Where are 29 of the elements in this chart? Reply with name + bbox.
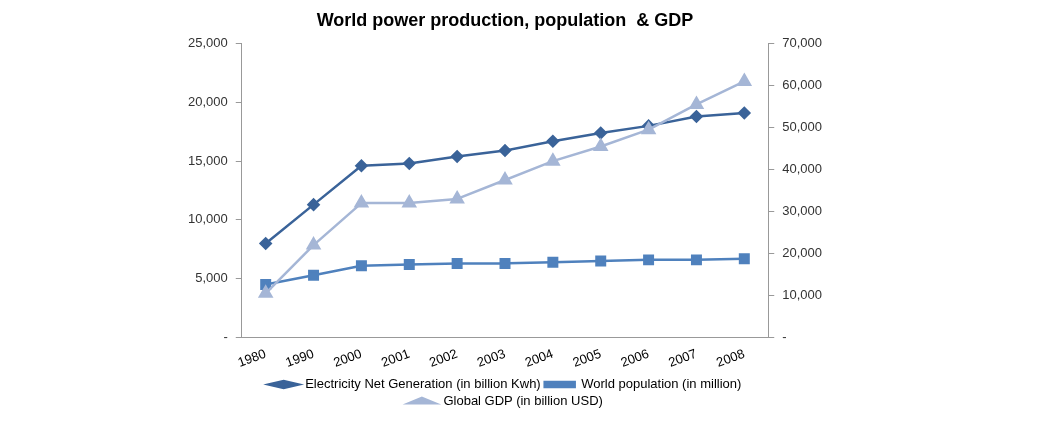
y2-tick-label: 50,000 xyxy=(782,119,822,135)
legend-label: World population (in million) xyxy=(581,376,742,392)
legend-label: Electricity Net Generation (in billion Kwh) xyxy=(305,376,541,392)
y-tick-label: 20,000 xyxy=(188,93,228,109)
y-tick-label: 15,000 xyxy=(188,152,228,168)
y2-tick-label: 40,000 xyxy=(782,161,822,177)
y-tick-label: 25,000 xyxy=(188,35,228,51)
y2-tick-label: - xyxy=(782,329,787,345)
x-tick-label: 2002 xyxy=(427,345,460,370)
x-tick-label: 2005 xyxy=(570,345,603,370)
x-tick-label: 2003 xyxy=(474,345,508,370)
y2-tick-label: 10,000 xyxy=(782,287,822,303)
x-tick-label: 1980 xyxy=(235,345,268,370)
y-tick-label: 5,000 xyxy=(195,270,228,286)
y-tick-label: - xyxy=(223,329,228,345)
x-tick-label: 2000 xyxy=(331,345,364,370)
y-tick-label: 10,000 xyxy=(188,211,228,227)
y2-tick-label: 60,000 xyxy=(782,77,822,93)
legend-label: Global GDP (in billion USD) xyxy=(443,393,603,409)
x-tick-label: 2008 xyxy=(714,345,747,370)
x-tick-label: 1990 xyxy=(283,345,316,370)
y2-tick-label: 30,000 xyxy=(782,203,822,219)
y2-tick-label: 20,000 xyxy=(782,245,822,261)
x-tick-label: 2007 xyxy=(666,345,699,370)
y2-tick-label: 70,000 xyxy=(782,35,822,51)
x-tick-label: 2006 xyxy=(618,345,651,370)
x-tick-label: 2004 xyxy=(522,345,556,370)
x-tick-label: 2001 xyxy=(379,345,412,370)
chart-title: World power production, population & GDP xyxy=(316,9,694,30)
